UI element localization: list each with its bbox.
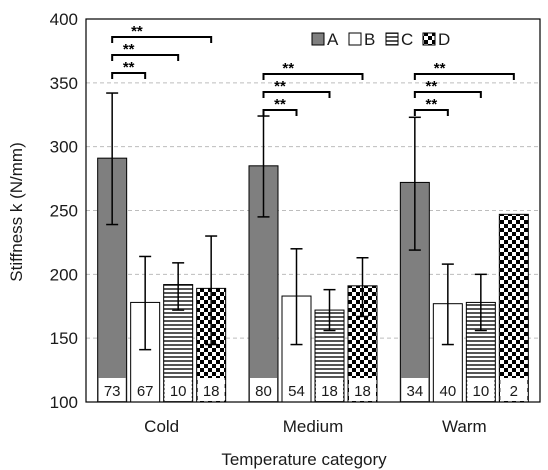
sig-bracket-warm-a-b: [413, 109, 449, 116]
n-label-box-cold-a: [98, 378, 126, 401]
sig-bracket-cold-a-d: [111, 36, 213, 43]
n-label-box-cold-c: [164, 378, 192, 401]
legend-swatch-c: [385, 32, 399, 46]
sig-label-cold-a-c: **: [123, 41, 135, 58]
n-label-box-warm-a: [401, 378, 429, 401]
n-label-box-cold-d: [197, 378, 225, 401]
legend-label-c: C: [401, 30, 413, 49]
n-label-warm-d: 2: [510, 383, 518, 400]
error-bar-medium-d: [356, 256, 369, 318]
legend-swatch-a: [311, 32, 325, 46]
error-bar-warm-a: [408, 116, 421, 251]
sig-label-warm-a-d: **: [434, 60, 446, 77]
n-label-box-medium-b: [283, 378, 310, 401]
bars: 73 67 10 18 80 54 18 18 34 40 10 2: [97, 157, 529, 403]
error-bar-medium-a: [257, 115, 270, 218]
sig-bracket-line: [262, 109, 298, 116]
legend-swatch-b: [348, 32, 362, 46]
n-label-box-warm-b: [434, 378, 462, 401]
n-label-cold-d: 18: [203, 383, 220, 400]
sig-bracket-medium-a-d: [262, 73, 364, 80]
sig-label-warm-a-c: **: [425, 78, 437, 95]
n-label-medium-c: 18: [321, 383, 338, 400]
sig-bracket-warm-a-d: [413, 73, 515, 80]
sig-bracket-medium-a-b: [262, 109, 298, 116]
n-label-box-warm-d: [500, 378, 528, 401]
sig-label-medium-a-c: **: [274, 78, 286, 95]
legend: A B C D: [311, 30, 450, 49]
bar-warm-d: [498, 213, 529, 403]
x-tick-label-medium: Medium: [283, 417, 343, 436]
n-label-warm-a: 34: [406, 383, 423, 400]
n-label-medium-b: 54: [288, 383, 305, 400]
y-tick-label-200: 200: [50, 265, 78, 284]
y-tick-label-350: 350: [50, 74, 78, 93]
error-bar-medium-c: [323, 288, 336, 332]
legend-label-d: D: [438, 30, 450, 49]
error-bars: [106, 92, 487, 351]
n-label-cold-c: 10: [170, 383, 187, 400]
y-tick-label-400: 400: [50, 10, 78, 29]
sig-bracket-line: [413, 91, 482, 98]
legend-swatch-d: [422, 32, 436, 46]
y-tick-label-150: 150: [50, 329, 78, 348]
sig-bracket-warm-a-c: [413, 91, 482, 98]
x-tick-label-warm: Warm: [442, 417, 487, 436]
sig-label-warm-a-b: **: [425, 96, 437, 113]
n-label-box-medium-a: [250, 378, 277, 401]
sig-bracket-line: [111, 36, 213, 43]
sig-bracket-line: [413, 109, 449, 116]
significance-brackets: ******************: [111, 23, 515, 116]
error-bar-cold-a: [106, 92, 119, 226]
y-tick-label-250: 250: [50, 202, 78, 221]
sig-label-medium-a-d: **: [282, 60, 294, 77]
sig-bracket-medium-a-c: [262, 91, 331, 98]
sig-bracket-line: [111, 72, 147, 79]
legend-label-b: B: [364, 30, 375, 49]
sig-bracket-line: [262, 91, 331, 98]
error-bar-cold-d: [205, 235, 218, 346]
sig-bracket-line: [111, 54, 180, 61]
n-label-box-cold-b: [131, 378, 159, 401]
error-bar-cold-c: [172, 262, 185, 311]
n-label-medium-a: 80: [255, 383, 272, 400]
axes: 100 150 200 250 300 350 400 Cold Medium Warm: [50, 10, 541, 436]
gridlines: [86, 18, 540, 339]
n-label-box-medium-d: [349, 378, 376, 401]
n-label-box-medium-c: [316, 378, 343, 401]
sig-label-cold-a-b: **: [123, 59, 135, 76]
n-label-box-warm-c: [467, 378, 495, 401]
sig-bracket-cold-a-c: [111, 54, 180, 61]
sig-label-medium-a-b: **: [274, 96, 286, 113]
legend-label-a: A: [327, 30, 339, 49]
sig-bracket-cold-a-b: [111, 72, 147, 79]
plot-frame: [85, 18, 541, 403]
n-label-medium-d: 18: [354, 383, 371, 400]
error-bar-warm-b: [441, 263, 454, 346]
n-label-cold-b: 67: [137, 383, 154, 400]
n-label-cold-a: 73: [104, 383, 121, 400]
sig-bracket-line: [262, 73, 364, 80]
x-tick-label-cold: Cold: [144, 417, 179, 436]
error-bar-cold-b: [139, 255, 152, 351]
error-bar-medium-b: [290, 248, 303, 346]
sig-label-cold-a-d: **: [131, 23, 143, 40]
sig-bracket-line: [413, 73, 515, 80]
error-bar-warm-c: [474, 273, 487, 332]
x-axis-title: Temperature category: [221, 450, 387, 469]
y-tick-label-300: 300: [50, 138, 78, 157]
n-label-warm-c: 10: [472, 383, 489, 400]
n-label-warm-b: 40: [439, 383, 456, 400]
y-tick-label-100: 100: [50, 393, 78, 412]
y-axis-title: Stiffness k (N/mm): [7, 142, 26, 281]
